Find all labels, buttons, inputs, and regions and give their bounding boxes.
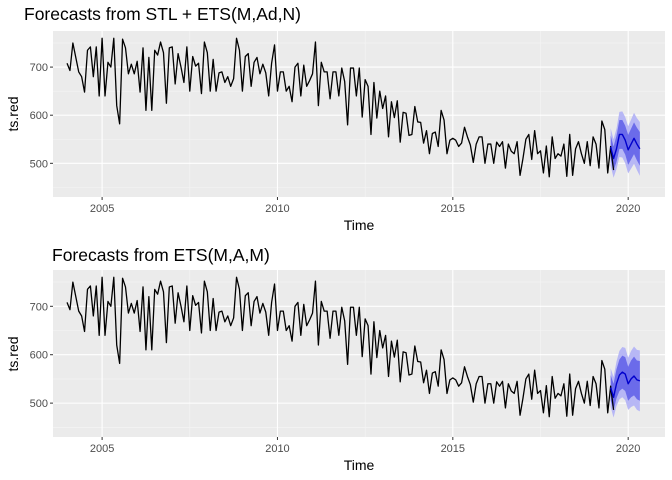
chart-2-panel — [53, 270, 665, 437]
chart-2-history-series — [66, 276, 615, 418]
chart-1-forecast-series — [609, 133, 641, 160]
chart-2-x-axis-title: Time — [344, 457, 375, 473]
chart-1-y-axis-title: ts.red — [5, 96, 21, 131]
chart-1-band-80 — [610, 120, 640, 171]
chart-1-y-tick-label: 500 — [30, 158, 48, 170]
chart-1-forecast-mean-line — [609, 133, 641, 160]
chart-1-x-tick-label: 2005 — [90, 203, 114, 215]
chart-2-history-line — [66, 276, 615, 418]
chart-1-history-series — [66, 37, 615, 178]
chart-2-y-axis-title: ts.red — [5, 336, 21, 371]
chart-2-y-tick-label: 500 — [30, 398, 48, 410]
chart-2-band-80 — [610, 355, 640, 411]
chart-2-title: Forecasts from ETS(M,A,M) — [52, 245, 270, 265]
chart-1-x-tick-label: 2010 — [265, 203, 289, 215]
chart-2: Forecasts from ETS(M,A,M) 500 600 700 20… — [5, 245, 665, 473]
chart-1-x-axis-title: Time — [344, 217, 375, 233]
chart-1-x-axis: 2005 2010 2015 2020 — [90, 197, 640, 215]
chart-2-x-tick-label: 2020 — [616, 443, 640, 455]
chart-1-y-tick-label: 600 — [30, 110, 48, 122]
chart-2-forecast-series — [609, 371, 641, 399]
chart-2-forecast-mean-line — [609, 371, 641, 399]
chart-2-x-tick-label: 2015 — [441, 443, 465, 455]
chart-1-y-axis: 500 600 700 — [30, 62, 53, 170]
chart-2-x-tick-label: 2010 — [265, 443, 289, 455]
chart-2-y-tick-label: 600 — [30, 350, 48, 362]
chart-2-x-tick-label: 2005 — [90, 443, 114, 455]
chart-1-panel — [53, 31, 665, 197]
chart-1-prediction-interval-80 — [610, 120, 640, 171]
chart-2-prediction-interval-80 — [610, 355, 640, 411]
chart-1-x-tick-label: 2020 — [616, 203, 640, 215]
chart-1: Forecasts from STL + ETS(M,Ad,N) 500 600… — [5, 4, 665, 233]
chart-1-title: Forecasts from STL + ETS(M,Ad,N) — [24, 4, 301, 24]
chart-2-gridlines — [53, 270, 665, 437]
chart-1-x-tick-label: 2015 — [441, 203, 465, 215]
chart-1-y-tick-label: 700 — [30, 62, 48, 74]
chart-2-y-tick-label: 700 — [30, 301, 48, 313]
chart-2-x-axis: 2005 2010 2015 2020 — [90, 437, 640, 455]
chart-1-history-line — [66, 37, 615, 178]
chart-2-y-axis: 500 600 700 — [30, 301, 53, 410]
